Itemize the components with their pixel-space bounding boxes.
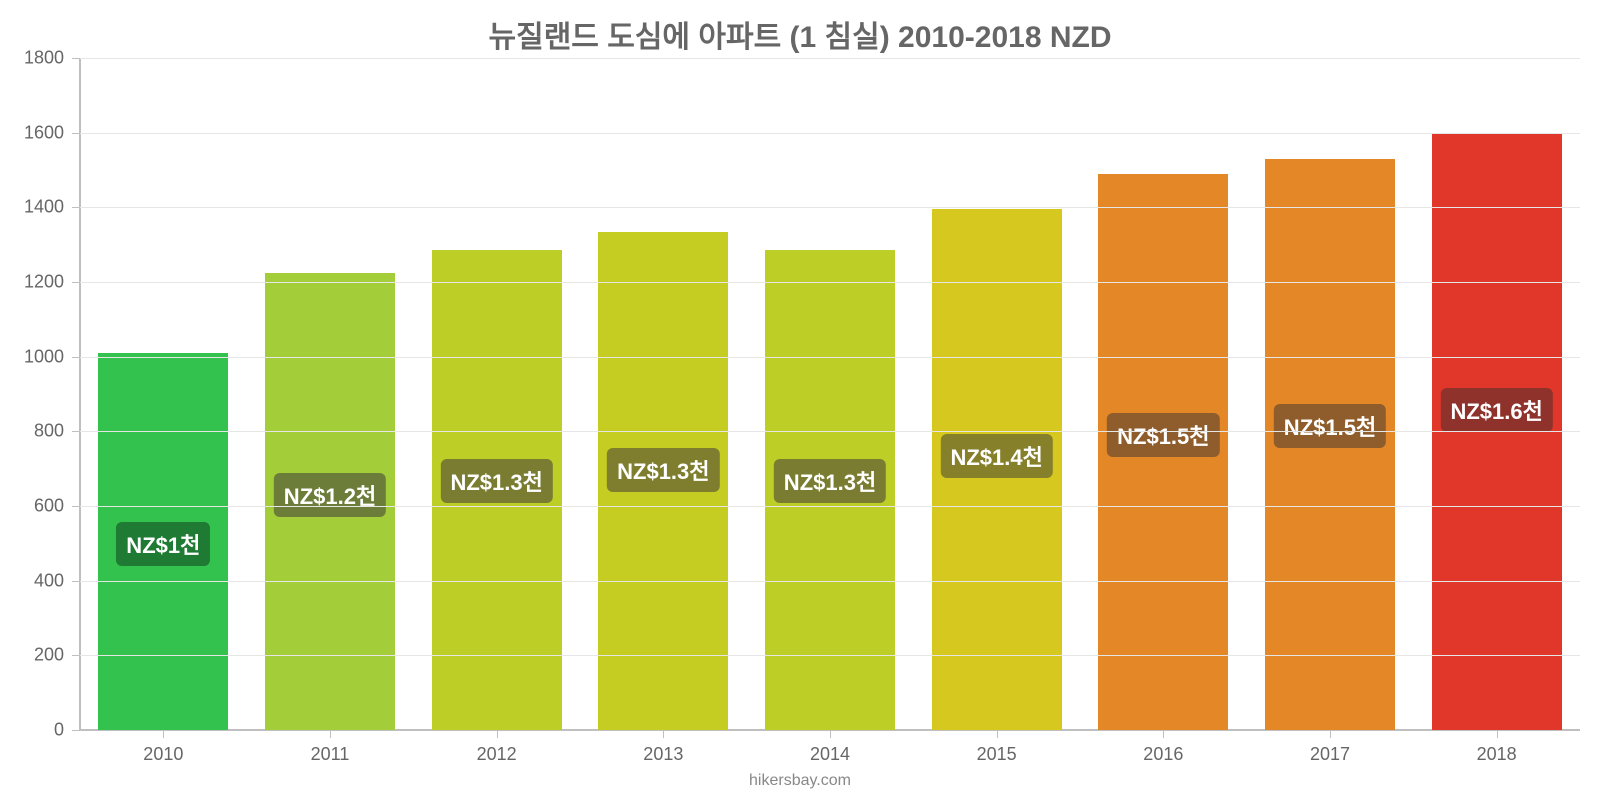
- x-tick-mark: [663, 730, 664, 738]
- x-tick-label: 2012: [477, 744, 517, 765]
- x-tick-label: 2016: [1143, 744, 1183, 765]
- x-tick-label: 2011: [311, 744, 350, 765]
- y-tick-label: 1000: [14, 346, 64, 367]
- x-tick-mark: [497, 730, 498, 738]
- y-tick-label: 800: [14, 421, 64, 442]
- gridline: [80, 431, 1580, 432]
- chart-container: 뉴질랜드 도심에 아파트 (1 침실) 2010-2018 NZD NZ$1천N…: [0, 0, 1600, 800]
- x-tick-mark: [1497, 730, 1498, 738]
- y-tick-label: 1200: [14, 272, 64, 293]
- y-tick-mark: [72, 431, 80, 432]
- gridline: [80, 506, 1580, 507]
- gridline: [80, 282, 1580, 283]
- bar-value-label: NZ$1.2천: [274, 473, 386, 517]
- y-tick-label: 1600: [14, 122, 64, 143]
- y-tick-mark: [72, 357, 80, 358]
- x-tick-label: 2018: [1477, 744, 1517, 765]
- y-tick-mark: [72, 207, 80, 208]
- x-tick-mark: [1163, 730, 1164, 738]
- y-tick-mark: [72, 282, 80, 283]
- bar-value-label: NZ$1.6천: [1440, 388, 1552, 432]
- gridline: [80, 581, 1580, 582]
- y-tick-label: 1400: [14, 197, 64, 218]
- gridline: [80, 655, 1580, 656]
- x-tick-mark: [163, 730, 164, 738]
- bar-value-label: NZ$1.4천: [940, 434, 1052, 478]
- watermark: hikersbay.com: [749, 772, 851, 790]
- gridline: [80, 133, 1580, 134]
- x-tick-label: 2014: [810, 744, 850, 765]
- x-tick-mark: [997, 730, 998, 738]
- y-tick-mark: [72, 655, 80, 656]
- bars-layer: NZ$1천 NZ$1.2천 NZ$1.3천 NZ$1.3천 NZ$1.3천 NZ$1.4천…: [80, 58, 1580, 730]
- x-tick-label: 2010: [143, 744, 183, 765]
- y-tick-label: 0: [14, 720, 64, 741]
- x-tick-label: 2013: [643, 744, 683, 765]
- bar-value-label: NZ$1.3천: [774, 459, 886, 503]
- y-tick-mark: [72, 58, 80, 59]
- y-tick-label: 1800: [14, 48, 64, 69]
- y-tick-label: 200: [14, 645, 64, 666]
- x-tick-label: 2015: [977, 744, 1017, 765]
- y-tick-mark: [72, 730, 80, 731]
- y-tick-label: 400: [14, 570, 64, 591]
- y-tick-mark: [72, 506, 80, 507]
- x-tick-mark: [830, 730, 831, 738]
- y-tick-mark: [72, 133, 80, 134]
- x-tick-label: 2017: [1310, 744, 1350, 765]
- gridline: [80, 357, 1580, 358]
- bar-value-label: NZ$1.5천: [1274, 404, 1386, 448]
- x-tick-mark: [1330, 730, 1331, 738]
- x-tick-mark: [330, 730, 331, 738]
- bar-value-label: NZ$1.3천: [440, 459, 552, 503]
- y-tick-label: 600: [14, 496, 64, 517]
- chart-title: 뉴질랜드 도심에 아파트 (1 침실) 2010-2018 NZD: [0, 0, 1600, 56]
- bar-value-label: NZ$1.3천: [607, 448, 719, 492]
- gridline: [80, 207, 1580, 208]
- bar-value-label: NZ$1.5천: [1107, 413, 1219, 457]
- y-tick-mark: [72, 581, 80, 582]
- bar-value-label: NZ$1천: [116, 522, 210, 566]
- plot-area: NZ$1천 NZ$1.2천 NZ$1.3천 NZ$1.3천 NZ$1.3천 NZ$1.4천…: [80, 58, 1580, 730]
- gridline: [80, 58, 1580, 59]
